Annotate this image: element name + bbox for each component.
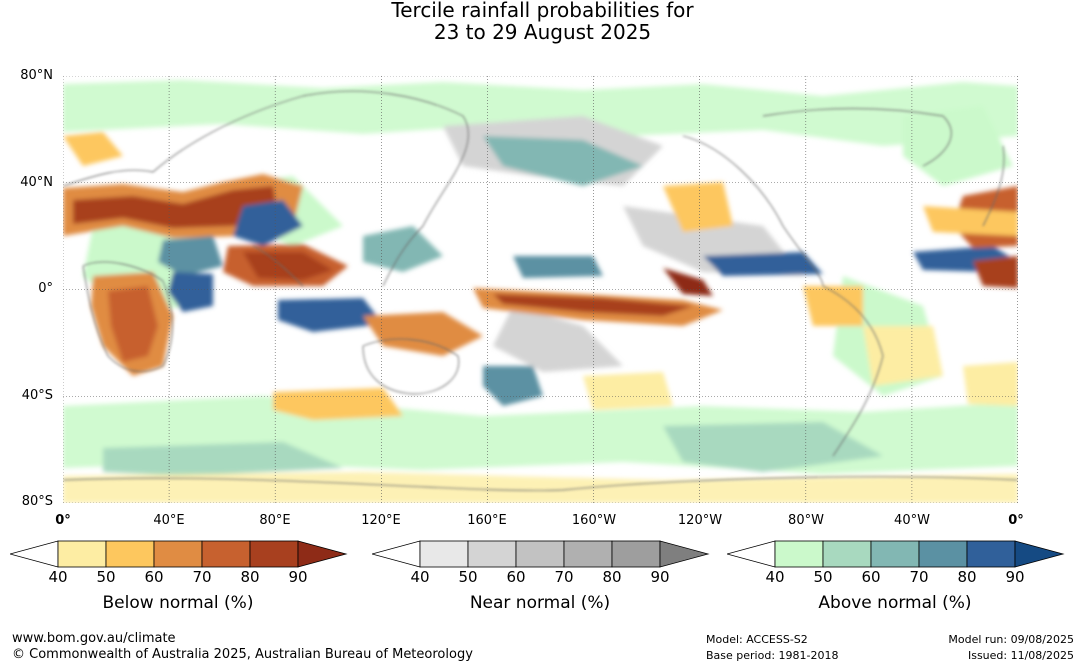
lon-label-0: 0° <box>55 513 71 528</box>
lon-label-120e: 120°E <box>361 513 401 528</box>
colorbar-above-tick-50: 50 <box>813 568 833 586</box>
lat-label-80n: 80°N <box>20 68 53 83</box>
colorbar-swatch-5 <box>966 540 1016 568</box>
lon-label-80w: 80°W <box>788 513 824 528</box>
colorbar-swatch-high-end <box>297 540 348 568</box>
colorbar-below-tick-80: 80 <box>240 568 260 586</box>
colorbar-swatch-4 <box>918 540 968 568</box>
colorbar-swatch-3 <box>870 540 920 568</box>
lon-label-40w: 40°W <box>894 513 930 528</box>
lat-label-equator: 0° <box>38 281 53 296</box>
colorbar-below-label: Below normal (%) <box>102 593 254 613</box>
colorbar-near-normal-swatches <box>372 540 710 568</box>
lon-label-0-east: 0° <box>1008 513 1024 528</box>
lat-label-40n: 40°N <box>20 175 53 190</box>
colorbar-above-tick-40: 40 <box>765 568 785 586</box>
lat-label-80s: 80°S <box>21 494 53 509</box>
colorbar-swatch-4 <box>201 540 251 568</box>
colorbar-swatch-high-end <box>1014 540 1065 568</box>
footer-issued: Issued: 11/08/2025 <box>967 649 1074 662</box>
colorbar-above-normal-swatches <box>727 540 1065 568</box>
footer-model-run: Model run: 09/08/2025 <box>948 633 1074 646</box>
lon-label-80e: 80°E <box>259 513 291 528</box>
colorbar-below-tick-90: 90 <box>288 568 308 586</box>
colorbar-swatch-2 <box>467 540 517 568</box>
colorbar-swatch-1 <box>774 540 824 568</box>
probability-fields <box>63 80 1018 503</box>
colorbar-near-tick-60: 60 <box>506 568 526 586</box>
colorbar-near-tick-80: 80 <box>602 568 622 586</box>
lon-label-160e: 160°E <box>467 513 507 528</box>
colorbar-above-tick-90: 90 <box>1005 568 1025 586</box>
colorbar-swatch-low-end <box>727 540 776 568</box>
colorbar-swatch-4 <box>563 540 613 568</box>
colorbar-swatch-1 <box>57 540 107 568</box>
colorbar-swatch-low-end <box>372 540 421 568</box>
colorbar-above-tick-70: 70 <box>909 568 929 586</box>
lon-label-40e: 40°E <box>153 513 185 528</box>
coastlines <box>63 90 1018 491</box>
map-title-line-1: Tercile rainfall probabilities for <box>391 0 694 22</box>
colorbar-below-normal-swatches <box>10 540 348 568</box>
footer-base-period: Base period: 1981-2018 <box>706 649 839 662</box>
colorbar-swatch-3 <box>153 540 203 568</box>
colorbar-swatch-3 <box>515 540 565 568</box>
colorbar-below-tick-40: 40 <box>48 568 68 586</box>
colorbar-swatch-1 <box>419 540 469 568</box>
colorbar-near-tick-40: 40 <box>410 568 430 586</box>
colorbar-near-tick-70: 70 <box>554 568 574 586</box>
colorbar-near-tick-50: 50 <box>458 568 478 586</box>
colorbar-above-tick-80: 80 <box>957 568 977 586</box>
tercile-rainfall-map <box>63 76 1018 503</box>
map-canvas <box>63 76 1018 503</box>
footer-model: Model: ACCESS-S2 <box>706 633 808 646</box>
colorbar-below-tick-50: 50 <box>96 568 116 586</box>
colorbar-swatch-2 <box>822 540 872 568</box>
graticule <box>63 76 1018 503</box>
colorbar-swatch-2 <box>105 540 155 568</box>
footer-copyright: © Commonwealth of Australia 2025, Austra… <box>12 647 473 662</box>
lon-label-160w: 160°W <box>571 513 617 528</box>
map-title-line-2: 23 to 29 August 2025 <box>433 20 652 44</box>
lat-label-40s: 40°S <box>21 388 53 403</box>
colorbar-swatch-5 <box>611 540 661 568</box>
colorbar-below-tick-60: 60 <box>144 568 164 586</box>
colorbar-swatch-low-end <box>10 540 59 568</box>
colorbar-below-tick-70: 70 <box>192 568 212 586</box>
colorbar-near-label: Near normal (%) <box>469 593 611 613</box>
lon-label-120w: 120°W <box>677 513 723 528</box>
footer-website: www.bom.gov.au/climate <box>12 631 176 646</box>
colorbar-above-tick-60: 60 <box>861 568 881 586</box>
colorbar-swatch-high-end <box>659 540 710 568</box>
colorbar-swatch-5 <box>249 540 299 568</box>
colorbar-near-tick-90: 90 <box>650 568 670 586</box>
colorbar-above-label: Above normal (%) <box>818 593 972 613</box>
